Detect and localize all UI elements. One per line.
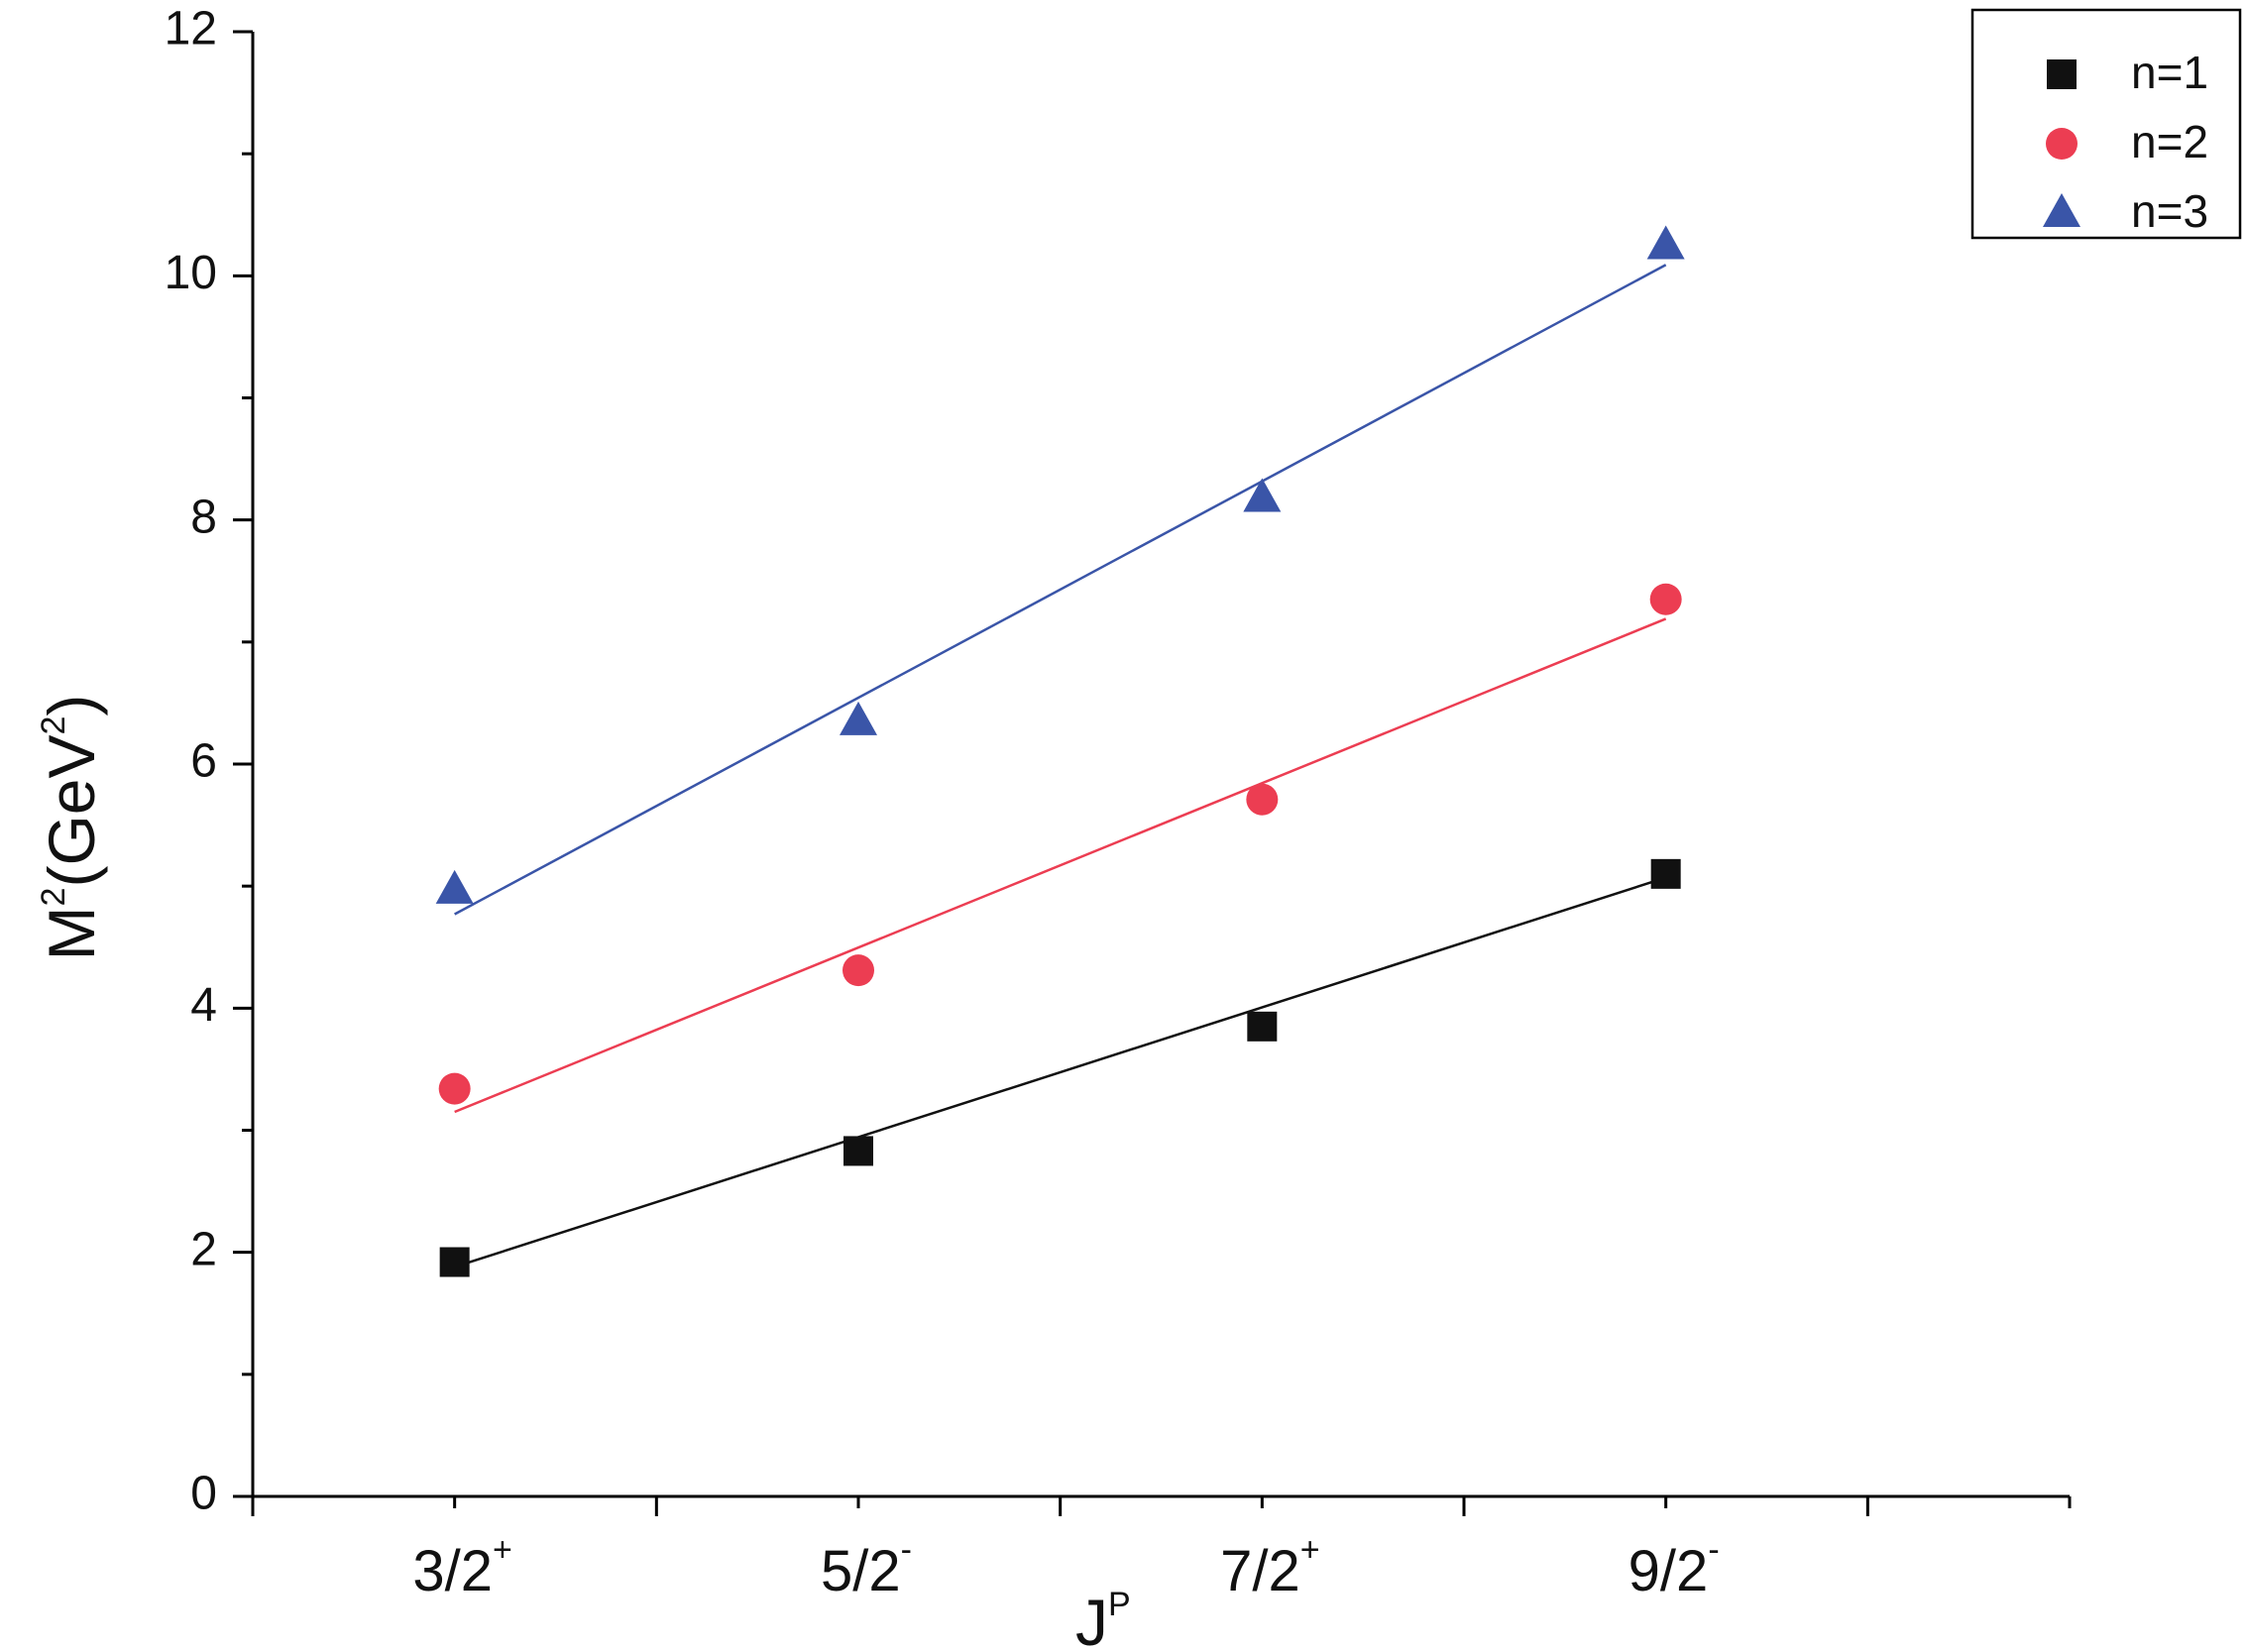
data-point-n=1 bbox=[1650, 858, 1681, 889]
data-markers bbox=[435, 225, 1685, 1277]
fit-line-n=3 bbox=[454, 264, 1667, 916]
axes: 0 2 4 6 8 10 12 3/2+ 5/2- 7/2+ 9/2- bbox=[165, 3, 2072, 1603]
y-axis-label: M2(GeV2) bbox=[35, 695, 108, 961]
data-point-n=2 bbox=[1246, 783, 1279, 816]
data-point-n=2 bbox=[843, 954, 874, 987]
y-tick-label: 2 bbox=[190, 1223, 217, 1275]
data-point-n=2 bbox=[438, 1072, 471, 1105]
data-point-n=1 bbox=[439, 1247, 470, 1277]
fit-lines bbox=[454, 264, 1667, 1268]
y-tick-label: 8 bbox=[190, 491, 217, 543]
x-tick-label: 9/2- bbox=[1629, 1531, 1720, 1603]
legend-label: n=2 bbox=[2131, 116, 2208, 167]
data-point-n=1 bbox=[843, 1136, 873, 1166]
y-tick-label: 4 bbox=[190, 979, 217, 1032]
data-point-n=3 bbox=[840, 701, 877, 735]
legend-label: n=3 bbox=[2131, 185, 2208, 237]
legend-frame bbox=[1970, 8, 2242, 240]
legend-marker-n=3 bbox=[2043, 193, 2080, 227]
y-tick-label: 10 bbox=[165, 247, 217, 299]
data-point-n=3 bbox=[1243, 478, 1282, 512]
legend: n=1 n=2 n=3 bbox=[1970, 8, 2242, 240]
y-tick-label: 0 bbox=[190, 1468, 217, 1520]
legend-label: n=1 bbox=[2131, 47, 2208, 98]
x-axis-label: JP bbox=[1075, 1586, 1131, 1652]
data-point-n=3 bbox=[435, 869, 474, 904]
x-tick-label: 7/2+ bbox=[1220, 1531, 1320, 1603]
legend-marker-n=2 bbox=[2046, 128, 2078, 160]
y-tick-label: 6 bbox=[190, 735, 217, 788]
x-tick-label: 5/2- bbox=[821, 1531, 912, 1603]
x-tick-label: 3/2+ bbox=[412, 1531, 511, 1603]
data-point-n=3 bbox=[1646, 225, 1685, 260]
data-point-n=1 bbox=[1247, 1011, 1278, 1042]
svg-text:JP: JP bbox=[1075, 1586, 1131, 1652]
y-tick-label: 12 bbox=[165, 3, 217, 55]
data-point-n=2 bbox=[1649, 583, 1682, 615]
svg-text:M2(GeV2): M2(GeV2) bbox=[35, 695, 108, 961]
fit-line-n=1 bbox=[454, 876, 1667, 1268]
legend-marker-n=1 bbox=[2047, 59, 2077, 89]
fit-line-n=2 bbox=[454, 617, 1667, 1114]
